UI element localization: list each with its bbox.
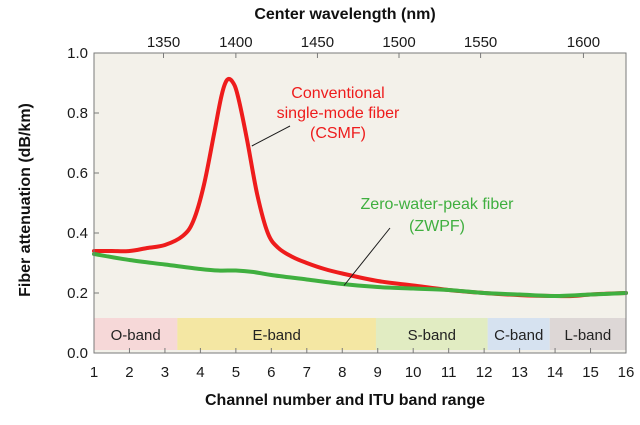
annotation-text: (ZWPF) <box>409 218 465 235</box>
y-ticks: 0.0 0.2 0.4 0.6 0.8 1.0 <box>67 45 99 362</box>
plot-frame <box>93 52 627 354</box>
top-tick-label: 1550 <box>464 34 497 51</box>
annotation-pointer <box>343 227 391 286</box>
x-tick-label: 2 <box>125 364 133 381</box>
x-axis-title: Channel number and ITU band range <box>205 392 485 409</box>
annotation-text: Zero-water-peak fiber <box>361 196 515 213</box>
x-tick-label: 1 <box>90 364 98 381</box>
band-strip <box>177 318 376 350</box>
bottom-ticks: 1 2 3 4 5 6 7 8 9 10 11 12 13 14 15 16 <box>90 348 635 381</box>
x-tick-label: 11 <box>441 364 457 381</box>
x-tick-label: 8 <box>338 364 346 381</box>
y-tick-label: 0.0 <box>67 345 88 362</box>
y-tick-label: 0.6 <box>67 165 88 182</box>
y-axis-title: Fiber attenuation (dB/km) <box>17 103 34 297</box>
y-tick-label: 0.8 <box>67 105 88 122</box>
x-tick-label: 3 <box>161 364 169 381</box>
band-label: L-band <box>565 327 612 344</box>
top-tick-label: 1400 <box>219 34 252 51</box>
plot-background <box>94 53 626 353</box>
x-tick-label: 10 <box>405 364 422 381</box>
x-tick-label: 16 <box>618 364 635 381</box>
x-tick-label: 14 <box>547 364 564 381</box>
annotation-pointer <box>251 125 291 147</box>
band-label: E-band <box>252 327 300 344</box>
top-tick-label: 1450 <box>301 34 334 51</box>
top-ticks: 1350 1400 1450 1500 1550 1600 <box>147 34 600 58</box>
zwpf-series-line <box>92 252 628 298</box>
x-tick-label: 5 <box>232 364 240 381</box>
band-strip <box>375 318 488 350</box>
top-tick-label: 1350 <box>147 34 180 51</box>
y-tick-label: 1.0 <box>67 45 88 62</box>
band-strip <box>549 318 626 350</box>
annotation-text: Conventional <box>291 85 384 102</box>
annotations: Conventional single-mode fiber (CSMF) Zero-… <box>251 85 515 286</box>
top-tick-label: 1500 <box>382 34 415 51</box>
top-tick-label: 1600 <box>567 34 600 51</box>
series-lines <box>92 76 628 299</box>
band-strip <box>487 318 550 350</box>
band-label: O-band <box>111 327 161 344</box>
x-tick-label: 7 <box>303 364 311 381</box>
y-tick-label: 0.2 <box>67 285 88 302</box>
x-tick-label: 4 <box>196 364 204 381</box>
x-tick-label: 13 <box>511 364 528 381</box>
x-tick-label: 12 <box>476 364 493 381</box>
x-tick-label: 6 <box>267 364 275 381</box>
x-tick-label: 15 <box>582 364 599 381</box>
x2-axis-title: Center wavelength (nm) <box>254 6 435 23</box>
band-strip <box>94 318 178 350</box>
band-strips: O-band E-band S-band C-band L-band <box>94 318 626 350</box>
annotation-text: single-mode fiber <box>277 105 400 122</box>
annotation-text: (CSMF) <box>310 125 366 142</box>
band-label: S-band <box>408 327 456 344</box>
y-tick-label: 0.4 <box>67 225 88 242</box>
x-tick-label: 9 <box>374 364 382 381</box>
band-label: C-band <box>494 327 543 344</box>
